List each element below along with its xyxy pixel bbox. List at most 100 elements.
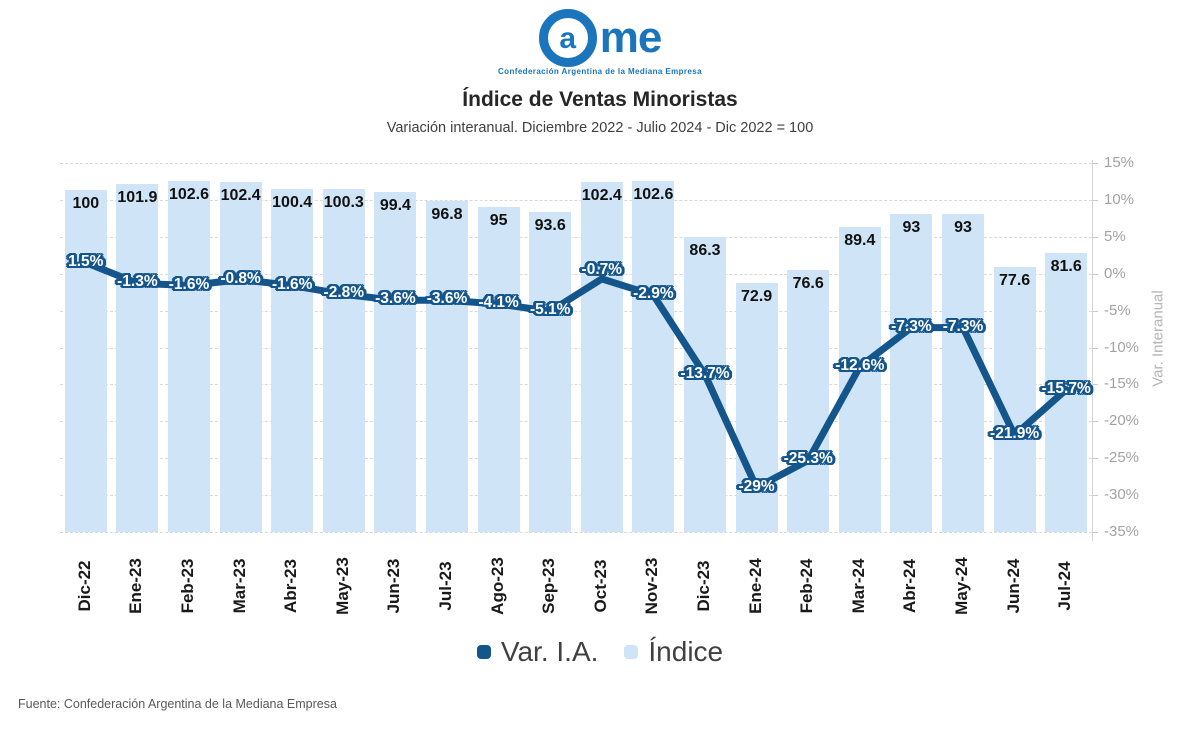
right-axis-tick-label: -35% (1104, 523, 1140, 540)
x-axis-label: Jun-24 (1003, 558, 1023, 614)
index-bar (64, 190, 107, 532)
bar-value-label: 100 (72, 195, 100, 213)
right-axis-tick (1092, 347, 1098, 349)
right-axis-tick-label: -15% (1104, 375, 1140, 393)
right-axis-line (1092, 160, 1093, 541)
came-logo-c-ring-icon: a (538, 9, 597, 67)
line-point-label: -15.7% (1041, 379, 1091, 397)
index-bar (580, 182, 623, 532)
x-axis-label: Feb-23 (178, 558, 197, 614)
index-bar (477, 207, 520, 532)
x-axis-label: May-24 (952, 557, 971, 615)
line-point-label: -1.6% (168, 275, 210, 293)
right-axis-tick (1092, 384, 1098, 386)
grid-line (60, 199, 1092, 201)
bar-value-label: 101.9 (117, 188, 158, 206)
right-axis-tick-label: 5% (1104, 227, 1126, 245)
bar-value-label: 93.6 (534, 217, 566, 235)
x-axis-label: Nov-23 (642, 557, 662, 615)
bar-value-label: 96.8 (431, 206, 463, 224)
x-axis-label: Dic-23 (694, 560, 713, 612)
x-axis-label: Ene-24 (745, 558, 765, 614)
x-axis-label: Feb-24 (797, 558, 817, 614)
right-axis-tick (1092, 236, 1098, 238)
grid-line (60, 347, 1092, 349)
bar-value-label: 95 (489, 212, 508, 230)
bar-value-label: 89.4 (844, 231, 876, 249)
index-bar (374, 192, 417, 532)
bar-value-label: 76.6 (792, 275, 824, 293)
right-axis-title: Var. Interanual (1149, 290, 1167, 387)
right-axis-tick (1092, 199, 1098, 201)
legend-label-var-ia: Var. I.A. (500, 636, 599, 667)
variation-line (82, 259, 1070, 492)
index-bar (219, 182, 262, 532)
index-bar (942, 214, 984, 532)
bar-value-label: 102.4 (220, 187, 261, 205)
line-point-label: -7.3% (891, 317, 932, 335)
right-axis-tick (1092, 458, 1098, 460)
came-logo-letter-a: a (559, 22, 577, 55)
grid-line (60, 495, 1092, 497)
x-axis-label: Sep-23 (539, 558, 559, 614)
came-logo: a me Confederación Argentina de la Media… (0, 9, 1200, 76)
bar-value-label: 100.4 (272, 193, 313, 211)
line-point-label: -3.6% (426, 290, 468, 308)
grid-line (60, 458, 1092, 460)
x-axis-label: Abr-24 (900, 559, 920, 613)
bar-value-label: 77.6 (999, 271, 1031, 289)
x-axis-label: Mar-24 (848, 558, 868, 614)
line-point-label: -2.9% (633, 285, 674, 303)
index-bar (116, 183, 159, 532)
line-point-label: -13.7% (680, 364, 730, 382)
right-axis-tick-label: -10% (1104, 338, 1140, 356)
x-axis-label: May-23 (332, 557, 352, 615)
line-point-label: -0.7% (581, 260, 623, 278)
bar-value-label: 102.6 (633, 186, 674, 204)
right-axis-tick (1092, 310, 1098, 312)
grid-line (60, 532, 1092, 533)
right-axis-tick-label: 10% (1104, 190, 1135, 208)
right-axis-tick-label: 0% (1104, 264, 1126, 282)
right-axis-tick-label: -25% (1104, 449, 1140, 467)
index-bar (426, 201, 468, 532)
line-point-label: 1.5% (68, 252, 104, 270)
indice-swatch-icon (624, 645, 639, 659)
index-bar (322, 189, 365, 532)
right-axis-tick (1092, 532, 1098, 533)
x-axis-label: Mar-23 (229, 558, 249, 614)
page-title: Índice de Ventas Minoristas (462, 88, 738, 111)
x-axis-label: Dic-22 (74, 560, 94, 612)
bar-value-label: 102.4 (581, 187, 622, 205)
bar-value-label: 72.9 (741, 287, 773, 305)
line-point-label: -4.1% (478, 293, 519, 311)
line-point-label: -5.1% (529, 301, 571, 319)
index-bar (271, 188, 314, 532)
x-axis-label: Abr-23 (281, 559, 301, 613)
line-point-label: -3.6% (375, 290, 416, 308)
bar-value-label: 99.4 (379, 197, 411, 215)
right-axis-tick-label: -30% (1104, 486, 1140, 504)
line-point-label: -0.8% (220, 269, 261, 287)
right-axis-tick-label: -20% (1104, 412, 1140, 430)
right-axis-tick (1092, 495, 1098, 497)
legend-item-var-ia: Var. I.A. (476, 636, 599, 668)
grid-line (60, 163, 1092, 164)
bar-value-label: 93 (954, 219, 972, 237)
index-bar (787, 270, 830, 532)
grid-line (60, 421, 1092, 423)
line-point-label: -29% (738, 477, 775, 495)
legend-item-indice: Índice (624, 636, 723, 668)
right-axis-tick (1092, 163, 1098, 164)
line-point-label: -1.6% (271, 275, 313, 293)
index-bar (168, 181, 210, 532)
right-axis-tick (1092, 273, 1098, 275)
var-ia-swatch-icon (476, 645, 491, 659)
bar-value-label: 100.3 (323, 194, 364, 212)
index-bar (529, 212, 572, 532)
grid-line (60, 384, 1092, 386)
x-axis-label: Oct-23 (590, 559, 610, 613)
